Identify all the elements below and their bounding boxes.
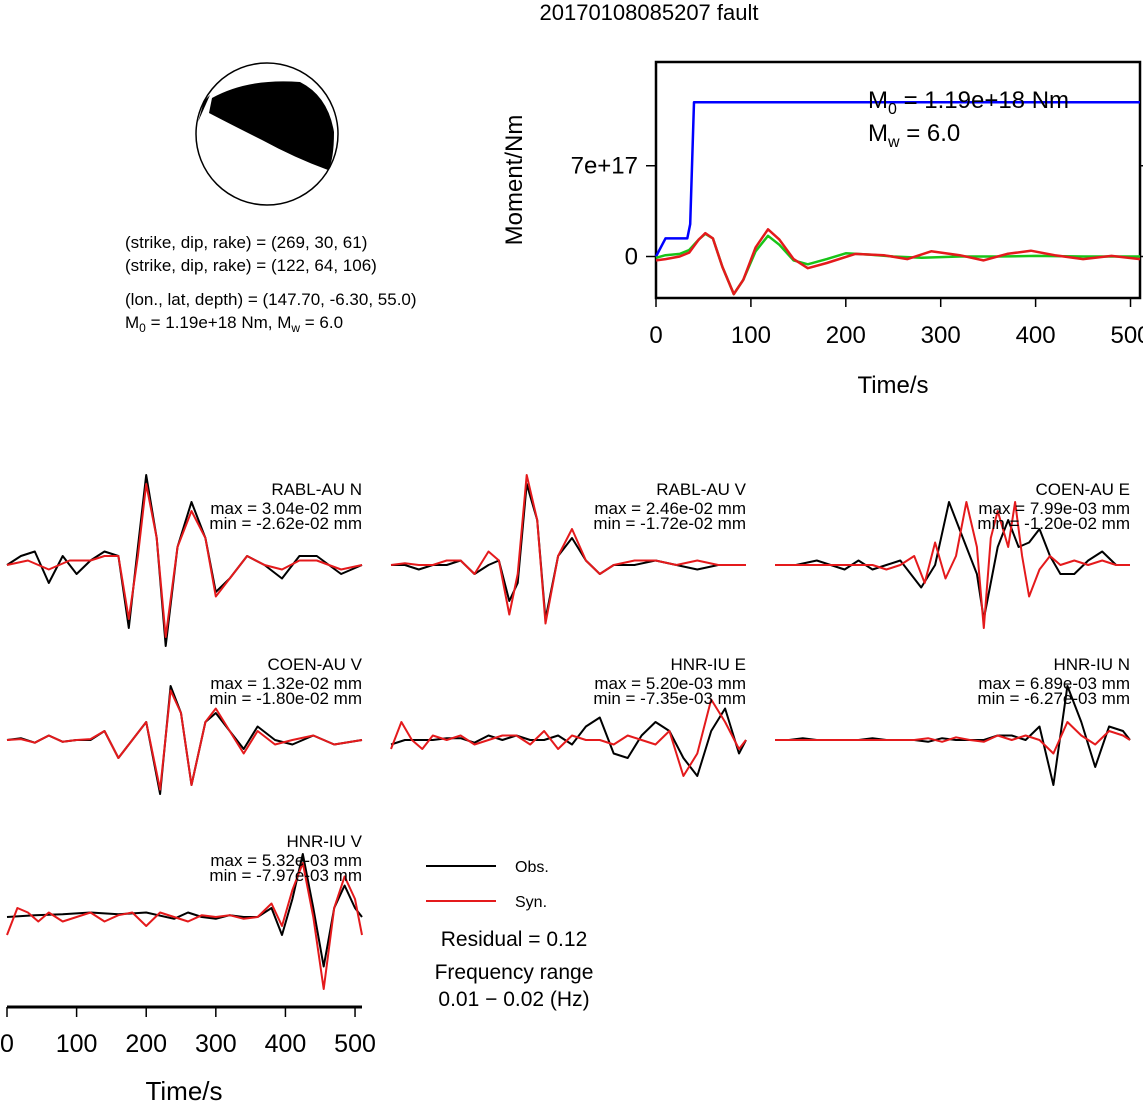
figure-title: 20170108085207 fault (540, 0, 759, 25)
station-label: COEN-AU V (268, 655, 363, 674)
station-label: HNR-IU V (286, 832, 362, 851)
max-amplitude: max = 7.99e-03 mm (978, 499, 1130, 518)
max-amplitude: max = 1.32e-02 mm (210, 674, 362, 693)
stf-y-tick-label: 0 (625, 244, 638, 271)
stf-x-tick-label: 100 (731, 322, 771, 349)
stf-annotation-m0: M0 = 1.19e+18 Nm (868, 87, 1069, 118)
frequency-range-title: Frequency range (435, 961, 594, 984)
max-amplitude: max = 5.32e-03 mm (210, 851, 362, 870)
observed-trace (775, 501, 1130, 620)
max-amplitude: max = 2.46e-02 mm (594, 499, 746, 518)
stf-m0-symbol: M (868, 87, 888, 114)
moment-line: M0 = 1.19e+18 Nm, Mw = 6.0 (125, 313, 343, 335)
stf-m0-subscript: 0 (888, 101, 897, 118)
residual-text: Residual = 0.12 (441, 928, 588, 951)
min-amplitude: min = -6.27e-03 mm (977, 689, 1130, 708)
synthetic-trace (6, 483, 363, 638)
min-amplitude: min = -7.35e-03 mm (593, 689, 746, 708)
stf-series-moment_rate (655, 232, 1140, 296)
stf-y-tick-label: 7e+17 (571, 153, 638, 180)
waveform-x-tick-label: 400 (265, 1030, 307, 1058)
stf-plot-frame (654, 60, 1142, 300)
stf-mw-value: = 6.0 (900, 120, 961, 147)
stf-x-axis-label: Time/s (857, 372, 928, 399)
waveform-x-axis-label: Time/s (145, 1076, 222, 1104)
min-amplitude: min = -1.72e-02 mm (593, 514, 746, 533)
stf-mw-symbol: M (868, 120, 888, 147)
beachball-compressional-quadrant (209, 81, 334, 170)
max-amplitude: max = 5.20e-03 mm (594, 674, 746, 693)
station-label: RABL-AU N (271, 480, 362, 499)
stf-m0-value: = 1.19e+18 Nm (897, 87, 1069, 114)
stf-x-tick-label: 300 (921, 322, 961, 349)
waveform-x-tick-label: 0 (0, 1030, 14, 1058)
stf-y-axis: 0 7e+17 (571, 153, 1143, 271)
stf-chart: 0 100 200 300 400 500 0 7e+17 Time/s Moment/Nm… (501, 60, 1143, 399)
synthetic-trace (390, 474, 746, 625)
m0-symbol: M (125, 313, 139, 332)
synthetic-trace (775, 501, 1130, 629)
station-label: RABL-AU V (656, 480, 746, 499)
stf-x-axis: 0 100 200 300 400 500 (649, 298, 1143, 349)
stf-annotation-mw: Mw = 6.0 (868, 120, 960, 151)
stf-mw-subscript: w (887, 134, 900, 151)
stf-x-tick-label: 400 (1016, 322, 1056, 349)
max-amplitude: max = 3.04e-02 mm (210, 499, 362, 518)
legend: Obs. Syn. (426, 859, 549, 911)
nodal-plane-1: (strike, dip, rake) = (269, 30, 61) (125, 233, 367, 252)
synthetic-trace (390, 698, 747, 777)
stf-series (654, 100, 1141, 296)
waveform-x-tick-label: 100 (56, 1030, 98, 1058)
stf-series-cumulative (654, 100, 1140, 258)
stf-y-axis-label: Moment/Nm (501, 115, 528, 246)
mw-value: = 6.0 (300, 313, 343, 332)
observed-trace (6, 853, 363, 968)
station-label: HNR-IU E (670, 655, 746, 674)
station-label: COEN-AU E (1036, 480, 1130, 499)
waveform-x-tick-label: 500 (334, 1030, 376, 1058)
stf-x-tick-label: 500 (1110, 322, 1143, 349)
stf-x-tick-label: 0 (649, 322, 662, 349)
stf-x-tick-label: 200 (826, 322, 866, 349)
beachball-compressional-wedge (198, 95, 210, 122)
mw-subscript: w (290, 321, 300, 335)
frequency-range-value: 0.01 − 0.02 (Hz) (438, 988, 589, 1011)
waveform-x-tick-label: 200 (125, 1030, 167, 1058)
synthetic-trace (775, 721, 1131, 755)
stf-series-moment_rate_syn (655, 228, 1141, 296)
synthetic-trace (6, 689, 363, 791)
min-amplitude: min = -1.20e-02 mm (977, 514, 1130, 533)
min-amplitude: min = -2.62e-02 mm (209, 514, 362, 533)
location: (lon., lat, depth) = (147.70, -6.30, 55.… (125, 290, 417, 309)
waveform-x-axis: 0 100 200 300 400 500 (0, 1005, 376, 1058)
beachball (195, 62, 339, 206)
legend-obs-label: Obs. (515, 859, 549, 876)
min-amplitude: min = -1.80e-02 mm (209, 689, 362, 708)
waveform-x-tick-label: 300 (195, 1030, 237, 1058)
max-amplitude: max = 6.89e-03 mm (978, 674, 1130, 693)
legend-syn-label: Syn. (515, 894, 547, 911)
m0-subscript: 0 (139, 321, 146, 335)
min-amplitude: min = -7.97e-03 mm (209, 866, 362, 885)
mechanism-text: (strike, dip, rake) = (269, 30, 61) (str… (125, 233, 417, 335)
synthetic-trace (6, 862, 363, 990)
observed-trace (390, 707, 747, 777)
station-label: HNR-IU N (1054, 655, 1131, 674)
m0-value: = 1.19e+18 Nm, M (146, 313, 292, 332)
nodal-plane-2: (strike, dip, rake) = (122, 64, 106) (125, 256, 377, 275)
